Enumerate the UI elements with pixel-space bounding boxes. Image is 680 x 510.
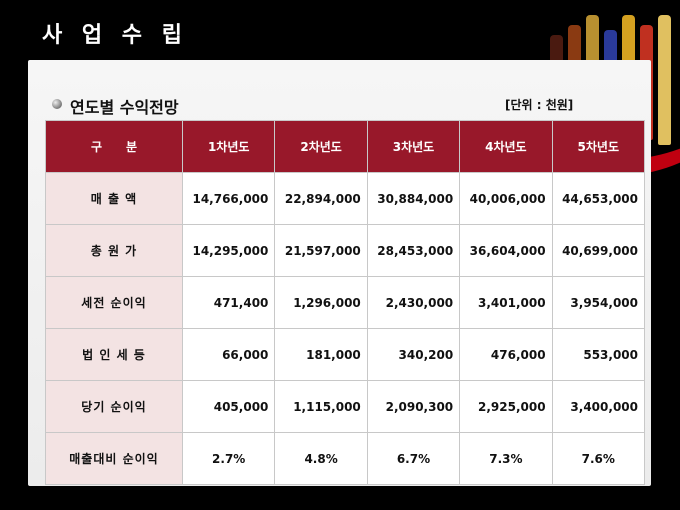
- unit-note: [단위 : 천원]: [505, 98, 574, 112]
- table-cell: 2,090,300: [366, 380, 461, 433]
- row-label: 매출대비 순이익: [45, 432, 183, 485]
- row-label: 매 출 액: [45, 172, 183, 225]
- table-cell: 14,766,000: [181, 172, 276, 225]
- table-cell: 476,000: [459, 328, 553, 381]
- table-cell: 7.6%: [551, 432, 646, 485]
- table-row: 매출대비 순이익 2.7% 4.8% 6.7% 7.3% 7.6%: [45, 432, 646, 485]
- header-year-2: 2차년도: [274, 120, 368, 173]
- table-cell: 1,296,000: [274, 276, 368, 329]
- table-row: 세전 순이익 471,400 1,296,000 2,430,000 3,401…: [45, 276, 646, 329]
- table-cell: 1,115,000: [274, 380, 368, 433]
- table-cell: 36,604,000: [459, 224, 553, 277]
- table-cell: 28,453,000: [366, 224, 461, 277]
- table-cell: 66,000: [181, 328, 276, 381]
- table-cell: 44,653,000: [551, 172, 646, 225]
- table-row: 매 출 액 14,766,000 22,894,000 30,884,000 4…: [45, 172, 646, 225]
- table-cell: 2,430,000: [366, 276, 461, 329]
- row-label: 세전 순이익: [45, 276, 183, 329]
- header-year-4: 4차년도: [459, 120, 553, 173]
- table-cell: 3,400,000: [551, 380, 646, 433]
- table-cell: 14,295,000: [181, 224, 276, 277]
- table-cell: 30,884,000: [366, 172, 461, 225]
- table-cell: 4.8%: [274, 432, 368, 485]
- row-label: 당기 순이익: [45, 380, 183, 433]
- table-cell: 2,925,000: [459, 380, 553, 433]
- row-label: 법 인 세 등: [45, 328, 183, 381]
- row-label: 총 원 가: [45, 224, 183, 277]
- table-row: 총 원 가 14,295,000 21,597,000 28,453,000 3…: [45, 224, 646, 277]
- section-title: 연도별 수익전망: [70, 98, 179, 117]
- table-cell: 3,954,000: [551, 276, 646, 329]
- table-cell: 553,000: [551, 328, 646, 381]
- table-cell: 7.3%: [459, 432, 553, 485]
- header-year-1: 1차년도: [181, 120, 276, 173]
- table-cell: 405,000: [181, 380, 276, 433]
- table-cell: 181,000: [274, 328, 368, 381]
- table-row: 법 인 세 등 66,000 181,000 340,200 476,000 5…: [45, 328, 646, 381]
- table-cell: 40,699,000: [551, 224, 646, 277]
- header-year-3: 3차년도: [366, 120, 461, 173]
- page-title: 사 업 수 립: [42, 23, 188, 48]
- table-cell: 21,597,000: [274, 224, 368, 277]
- table-cell: 2.7%: [181, 432, 276, 485]
- table-cell: 22,894,000: [274, 172, 368, 225]
- header-year-5: 5차년도: [551, 120, 646, 173]
- table-cell: 40,006,000: [459, 172, 553, 225]
- table-cell: 3,401,000: [459, 276, 553, 329]
- header-category: 구 분: [45, 120, 183, 173]
- table-header-row: 구 분 1차년도 2차년도 3차년도 4차년도 5차년도: [45, 120, 646, 173]
- table-cell: 340,200: [366, 328, 461, 381]
- bullet-icon: [52, 99, 62, 109]
- table-row: 당기 순이익 405,000 1,115,000 2,090,300 2,925…: [45, 380, 646, 433]
- revenue-forecast-table: 구 분 1차년도 2차년도 3차년도 4차년도 5차년도 매 출 액 14,76…: [45, 120, 646, 485]
- table-cell: 6.7%: [366, 432, 461, 485]
- table-cell: 471,400: [181, 276, 276, 329]
